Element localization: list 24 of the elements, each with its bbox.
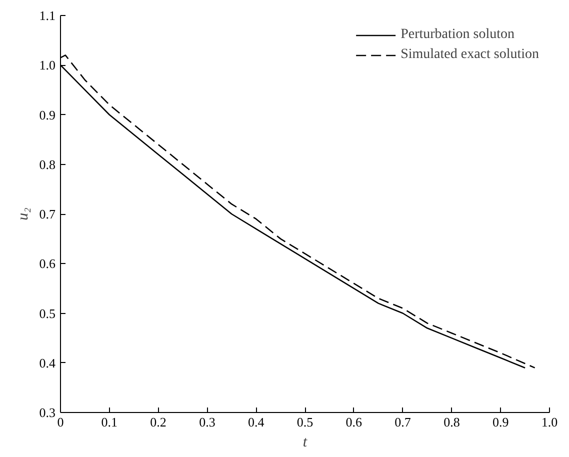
y-tick-label: 1.1 [39, 8, 56, 23]
legend-label: Perturbation soluton [400, 27, 515, 43]
legend-label: Simulated exact solution [400, 47, 539, 63]
x-tick-label: 0.7 [394, 414, 412, 430]
x-tick-label: 0 [57, 414, 64, 430]
x-tick-label: 0.3 [199, 414, 216, 430]
x-tick-label: 0.5 [296, 414, 314, 430]
x-tick-label: 0.8 [444, 414, 460, 430]
y-tick-label: 0.4 [39, 355, 56, 370]
x-tick-label: 0.6 [346, 414, 363, 430]
x-axis-title: t [302, 434, 308, 450]
x-tick-label: 0.9 [492, 414, 509, 430]
y-axis-title: u₂ [15, 208, 32, 220]
y-tick-label: 0.9 [39, 107, 56, 122]
y-tick-label: 0.6 [39, 256, 56, 272]
y-tick-label: 0.7 [39, 206, 56, 222]
y-tick-label: 1.0 [39, 58, 56, 73]
y-tick-label: 0.8 [39, 156, 56, 172]
x-tick-label: 0.4 [248, 414, 265, 430]
x-tick-label: 1.0 [541, 414, 558, 430]
x-tick-label: 0.1 [101, 414, 118, 430]
y-tick-label: 0.5 [39, 306, 56, 321]
x-tick-label: 0.2 [150, 414, 166, 430]
y-tick-label: 0.3 [39, 405, 56, 420]
